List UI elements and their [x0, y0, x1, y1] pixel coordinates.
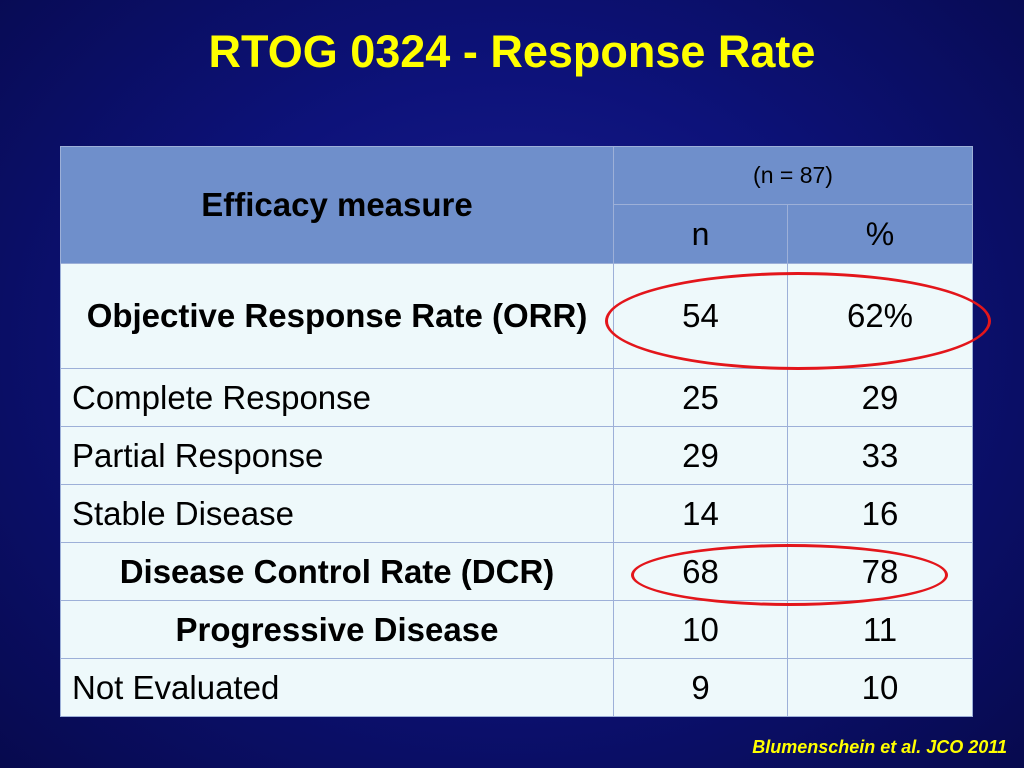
- header-percent: %: [787, 204, 973, 264]
- table-row: Stable Disease 14 16: [60, 484, 973, 543]
- row-label-orr: Objective Response Rate (ORR): [60, 263, 614, 369]
- row-value-percent: 10: [787, 658, 973, 717]
- row-value-percent: 78: [787, 542, 973, 601]
- response-rate-table: Efficacy measure (n = 87) n % Objective …: [60, 146, 973, 717]
- table-row: Not Evaluated 9 10: [60, 658, 973, 717]
- table-row: Partial Response 29 33: [60, 426, 973, 485]
- row-value-n: 54: [613, 263, 788, 369]
- row-value-percent: 16: [787, 484, 973, 543]
- row-label-partial-response: Partial Response: [60, 426, 614, 485]
- row-value-n: 29: [613, 426, 788, 485]
- table-row: Progressive Disease 10 11: [60, 600, 973, 659]
- table-row: Complete Response 25 29: [60, 368, 973, 427]
- row-value-n: 9: [613, 658, 788, 717]
- row-value-percent: 11: [787, 600, 973, 659]
- slide-title: RTOG 0324 - Response Rate: [208, 26, 816, 77]
- header-efficacy-measure: Efficacy measure: [60, 146, 614, 264]
- row-value-percent: 33: [787, 426, 973, 485]
- citation: Blumenschein et al. JCO 2011: [752, 737, 1007, 757]
- header-group-n: (n = 87): [613, 146, 973, 205]
- table-row: Disease Control Rate (DCR) 68 78: [60, 542, 973, 601]
- row-value-n: 10: [613, 600, 788, 659]
- row-value-percent: 62%: [787, 263, 973, 369]
- row-label-not-evaluated: Not Evaluated: [60, 658, 614, 717]
- header-n: n: [613, 204, 788, 264]
- row-value-n: 25: [613, 368, 788, 427]
- row-label-progressive-disease: Progressive Disease: [60, 600, 614, 659]
- row-label-stable-disease: Stable Disease: [60, 484, 614, 543]
- row-value-n: 68: [613, 542, 788, 601]
- row-label-dcr: Disease Control Rate (DCR): [60, 542, 614, 601]
- table-row: Objective Response Rate (ORR) 54 62%: [60, 263, 973, 369]
- row-value-n: 14: [613, 484, 788, 543]
- row-label-complete-response: Complete Response: [60, 368, 614, 427]
- row-value-percent: 29: [787, 368, 973, 427]
